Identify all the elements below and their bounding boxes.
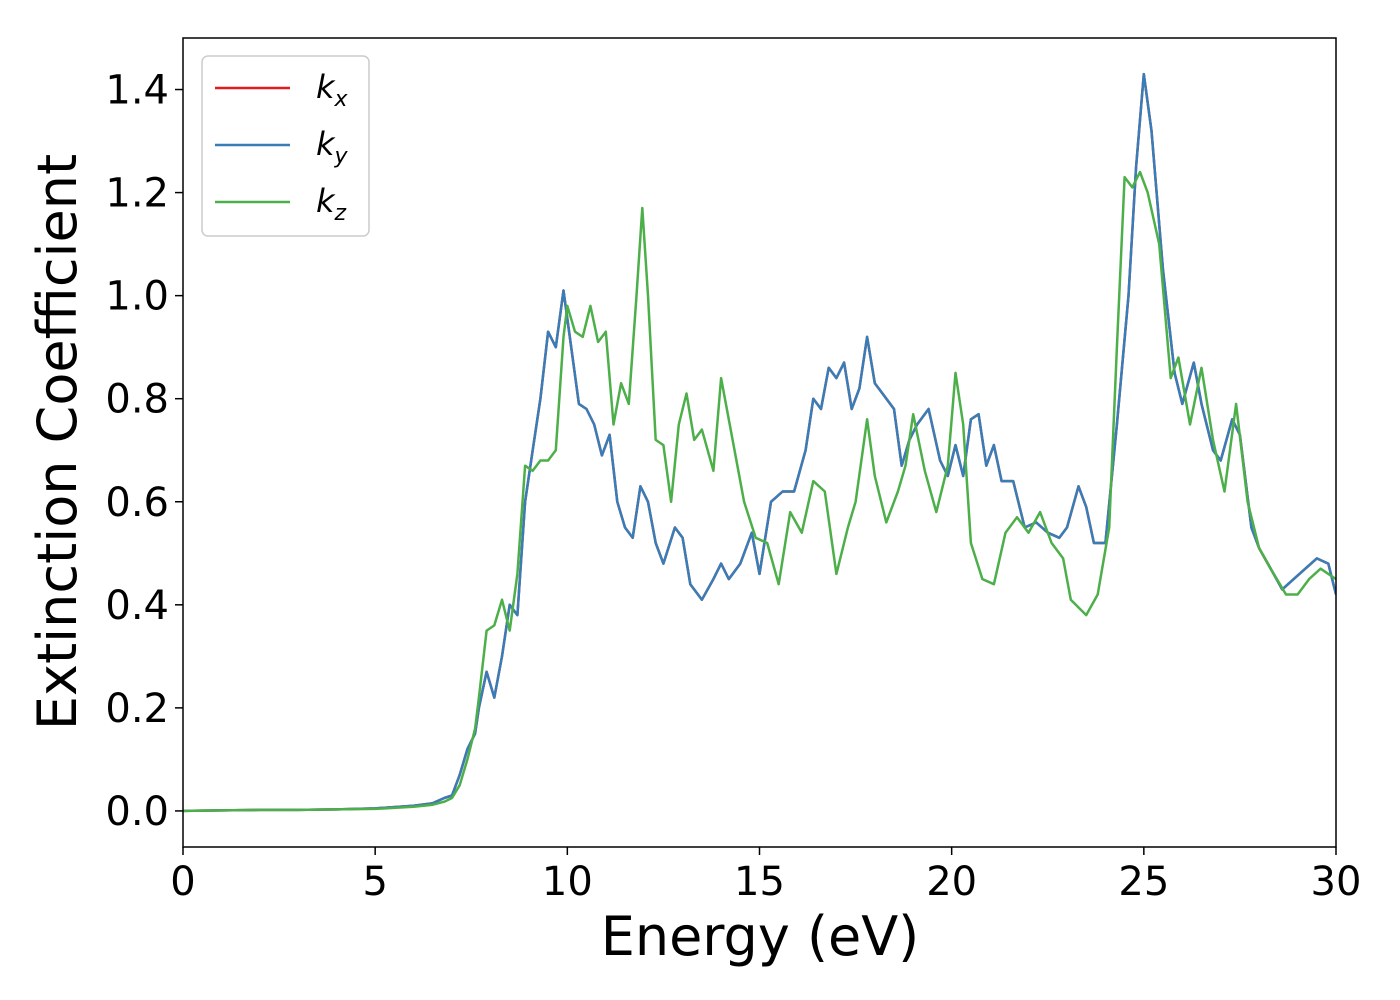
y-tick-label: 1.4 xyxy=(105,68,169,114)
legend-entry: kx xyxy=(215,68,349,112)
legend-label-base: k xyxy=(316,182,336,220)
legend-label: kz xyxy=(316,182,347,226)
legend-label: ky xyxy=(316,125,349,169)
legend-label-base: k xyxy=(316,125,336,163)
legend-label-subscript: y xyxy=(334,144,349,169)
legend-label-subscript: x xyxy=(334,87,349,112)
series-layer xyxy=(183,72,1336,813)
legend-entry: kz xyxy=(215,182,347,226)
legend-label-base: k xyxy=(316,68,336,106)
x-tick-label: 5 xyxy=(362,859,387,905)
x-axis-title: Energy (eV) xyxy=(601,905,920,968)
x-tick-label: 10 xyxy=(542,859,593,905)
x-tick-label: 30 xyxy=(1311,859,1362,905)
y-tick-label: 0.4 xyxy=(105,583,169,629)
y-tick-label: 0.8 xyxy=(105,377,169,423)
y-tick-label: 0.2 xyxy=(105,686,169,732)
x-tick-label: 0 xyxy=(170,859,195,905)
series-line-k-z xyxy=(183,170,1336,813)
x-tick-label: 25 xyxy=(1118,859,1169,905)
y-tick-label: 1.2 xyxy=(105,171,169,217)
x-axis-ticks: 0 5 10 15 20 25 30 xyxy=(170,847,1361,905)
x-tick-label: 20 xyxy=(926,859,977,905)
series-line-k-y xyxy=(183,72,1336,813)
y-tick-label: 1.0 xyxy=(105,274,169,320)
legend-label-subscript: z xyxy=(334,201,347,226)
y-axis-title: Extinction Coefficient xyxy=(26,154,89,730)
x-tick-label: 15 xyxy=(734,859,785,905)
y-tick-label: 0.0 xyxy=(105,789,169,835)
legend-entry: ky xyxy=(215,125,349,169)
y-tick-label: 0.6 xyxy=(105,480,169,526)
legend-label: kx xyxy=(316,68,349,112)
y-axis-ticks: 0.0 0.2 0.4 0.6 0.8 1.0 1.2 1.4 xyxy=(105,68,183,835)
